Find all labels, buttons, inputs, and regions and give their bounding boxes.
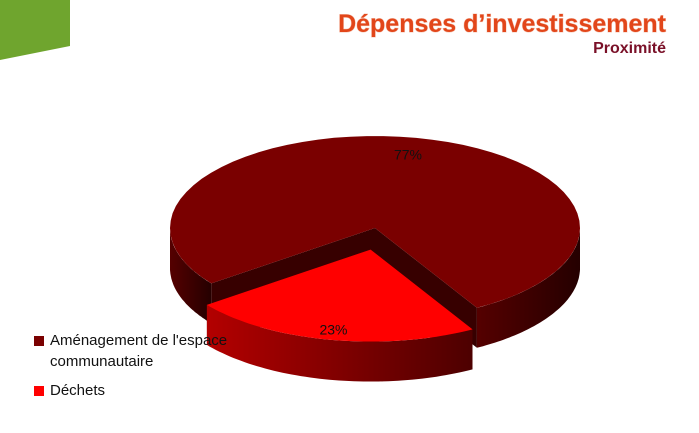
pie-slice	[206, 249, 473, 342]
chart-subtitle: Proximité	[593, 40, 666, 57]
legend-item: Aménagement de l'espace communautaire	[34, 330, 264, 372]
data-label: 23%	[319, 321, 347, 337]
legend-label: Déchets	[50, 382, 106, 399]
legend-swatch	[34, 386, 44, 396]
corner-decoration	[0, 0, 70, 60]
legend: Aménagement de l'espace communautaire Déc…	[34, 330, 264, 409]
legend-label: Aménagement de l'espace communautaire	[50, 332, 228, 370]
pie-side	[206, 304, 473, 382]
pie-side	[476, 228, 580, 348]
pie-side	[170, 228, 212, 324]
pie: 77% 23%	[170, 136, 580, 382]
chart-title: Dépenses d’investissement	[338, 10, 667, 38]
data-label: 77%	[394, 147, 422, 163]
legend-swatch	[34, 336, 44, 346]
pie-slice	[170, 136, 580, 308]
legend-item: Déchets	[34, 380, 264, 401]
